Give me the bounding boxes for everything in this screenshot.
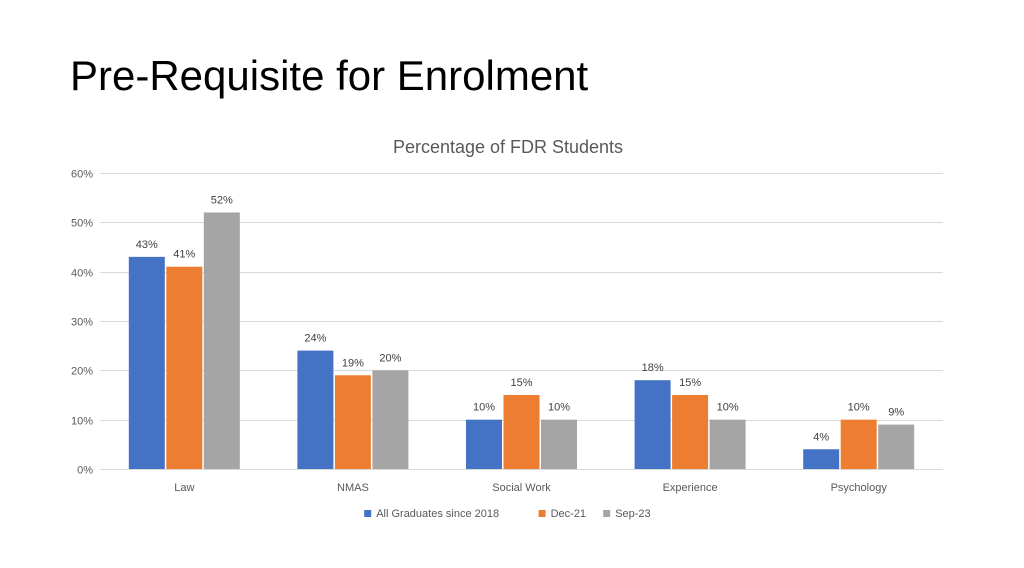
legend: All Graduates since 2018 Dec-21 Sep-23 [364, 508, 651, 520]
bar [203, 212, 240, 469]
data-label: 41% [173, 249, 195, 261]
bar [334, 375, 371, 469]
y-tick-label: 0% [77, 465, 93, 477]
data-label: 20% [379, 352, 401, 364]
bar [634, 380, 671, 469]
bar [541, 419, 577, 469]
category-label: Law [174, 482, 194, 494]
category-label: NMAS [337, 482, 369, 494]
bar [166, 266, 203, 469]
data-label: 4% [813, 431, 829, 443]
category-label: Psychology [831, 482, 888, 494]
y-tick-label: 10% [71, 416, 93, 428]
y-tick-label: 60% [71, 169, 93, 181]
data-label: 15% [510, 377, 532, 389]
data-label: 19% [342, 357, 364, 369]
y-axis-ticks: 0% 10% 20% 30% 40% 50% 60% [71, 169, 93, 477]
category-label: Experience [663, 482, 718, 494]
y-tick-label: 50% [71, 218, 93, 230]
bar [128, 256, 165, 469]
slide-title: Pre-Requisite for Enrolment [70, 52, 589, 99]
legend-label: Dec-21 [551, 508, 586, 520]
bar [709, 419, 746, 469]
category-label: Social Work [492, 482, 551, 494]
data-label: 10% [848, 402, 870, 414]
data-label: 15% [679, 377, 701, 389]
data-label: 10% [473, 402, 495, 414]
legend-swatch [538, 510, 546, 517]
data-label: 10% [717, 402, 739, 414]
bar [372, 370, 409, 469]
bar [878, 424, 915, 469]
y-tick-label: 40% [71, 268, 93, 280]
legend-swatch [364, 510, 372, 517]
data-label: 24% [304, 333, 326, 345]
data-labels: 43% 41% 52% 24% 19% 20% 10% 15% 10% 18% 15% 10% 4% 10… [136, 194, 905, 443]
legend-label: Sep-23 [615, 508, 650, 520]
data-label: 18% [642, 362, 664, 374]
data-label: 52% [211, 194, 233, 206]
bar [840, 419, 877, 469]
data-label: 43% [136, 239, 158, 251]
bar [503, 395, 540, 469]
legend-swatch [603, 510, 611, 517]
chart-title: Percentage of FDR Students [393, 137, 623, 157]
data-label: 9% [888, 407, 904, 419]
bars [128, 212, 915, 469]
bar [672, 395, 709, 469]
bar [466, 419, 502, 469]
bar [297, 350, 334, 469]
bar [803, 449, 840, 469]
x-axis-categories: Law NMAS Social Work Experience Psychology [174, 482, 887, 494]
legend-label: All Graduates since 2018 [376, 508, 499, 520]
y-tick-label: 20% [71, 366, 93, 378]
y-tick-label: 30% [71, 317, 93, 329]
data-label: 10% [548, 402, 570, 414]
